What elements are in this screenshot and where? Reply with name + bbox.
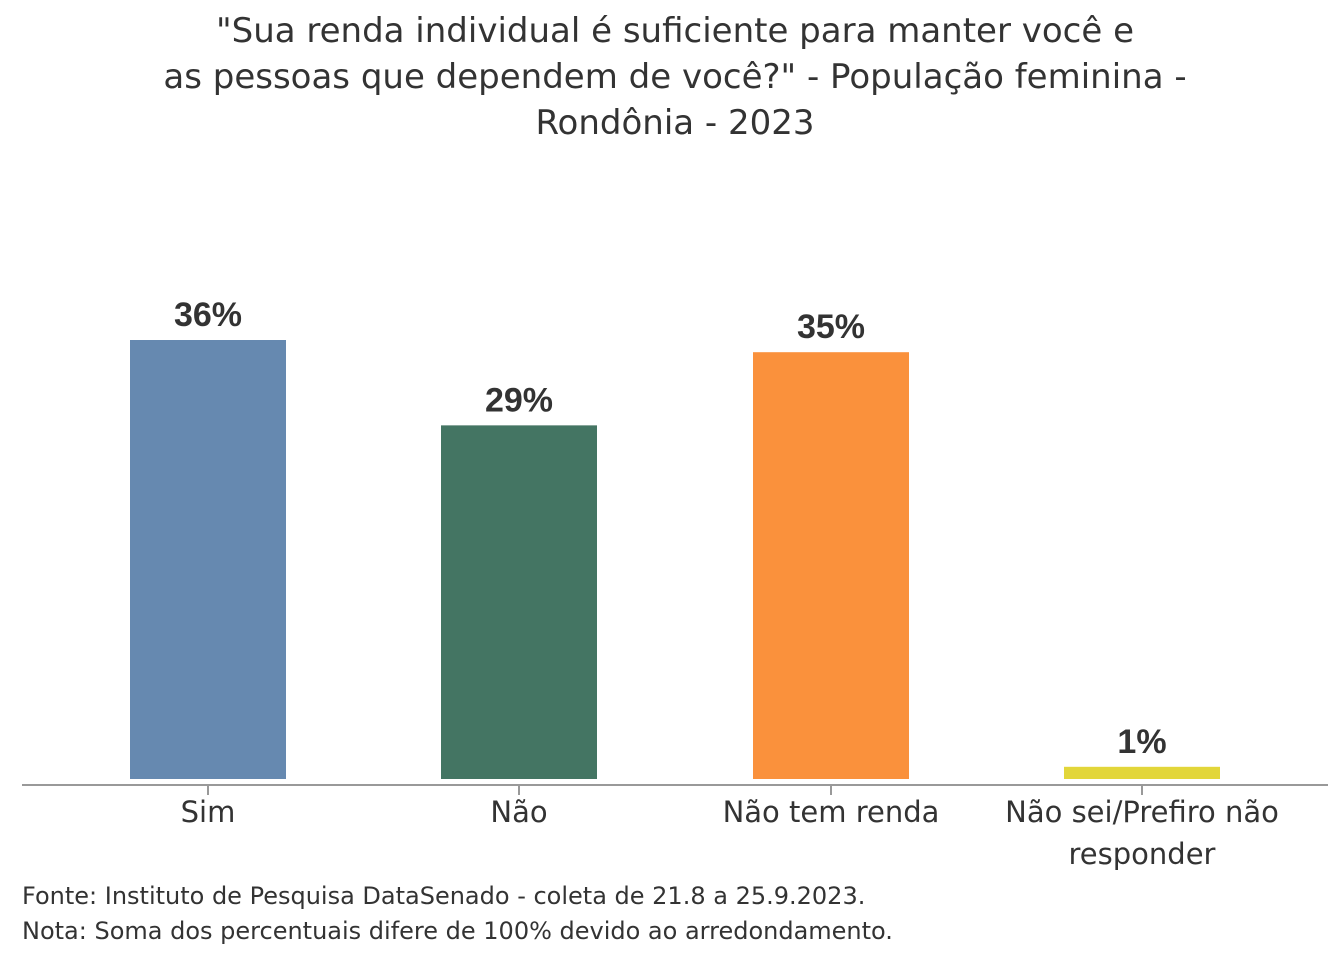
- chart-title-line: Rondônia - 2023: [535, 103, 814, 143]
- bars: 36% 29% 35% 1%: [130, 296, 1220, 779]
- footnote: Nota: Soma dos percentuais difere de 100…: [22, 917, 893, 945]
- data-label: 35%: [797, 308, 865, 346]
- bar: [130, 340, 286, 779]
- data-label: 29%: [485, 381, 553, 419]
- data-label: 1%: [1117, 723, 1166, 761]
- x-tick-label: Não sei/Prefiro não: [1005, 795, 1279, 829]
- data-label: 36%: [174, 296, 242, 334]
- chart-title: "Sua renda individual é suficiente para …: [163, 11, 1186, 143]
- x-tick-label: responder: [1069, 837, 1216, 871]
- x-tick-label: Não: [490, 795, 547, 829]
- footnotes: Fonte: Instituto de Pesquisa DataSenado …: [22, 882, 893, 945]
- bar: [753, 352, 909, 779]
- bar: [1064, 766, 1220, 779]
- footnote: Fonte: Instituto de Pesquisa DataSenado …: [22, 882, 865, 910]
- x-tick-label: Não tem renda: [723, 795, 940, 829]
- bar: [441, 425, 597, 779]
- chart-title-line: as pessoas que dependem de você?" - Popu…: [163, 57, 1186, 97]
- chart-title-line: "Sua renda individual é suficiente para …: [216, 11, 1134, 51]
- x-ticks: Sim Não Não tem renda Não sei/Prefiro não re…: [181, 785, 1279, 871]
- x-tick-label: Sim: [181, 795, 236, 829]
